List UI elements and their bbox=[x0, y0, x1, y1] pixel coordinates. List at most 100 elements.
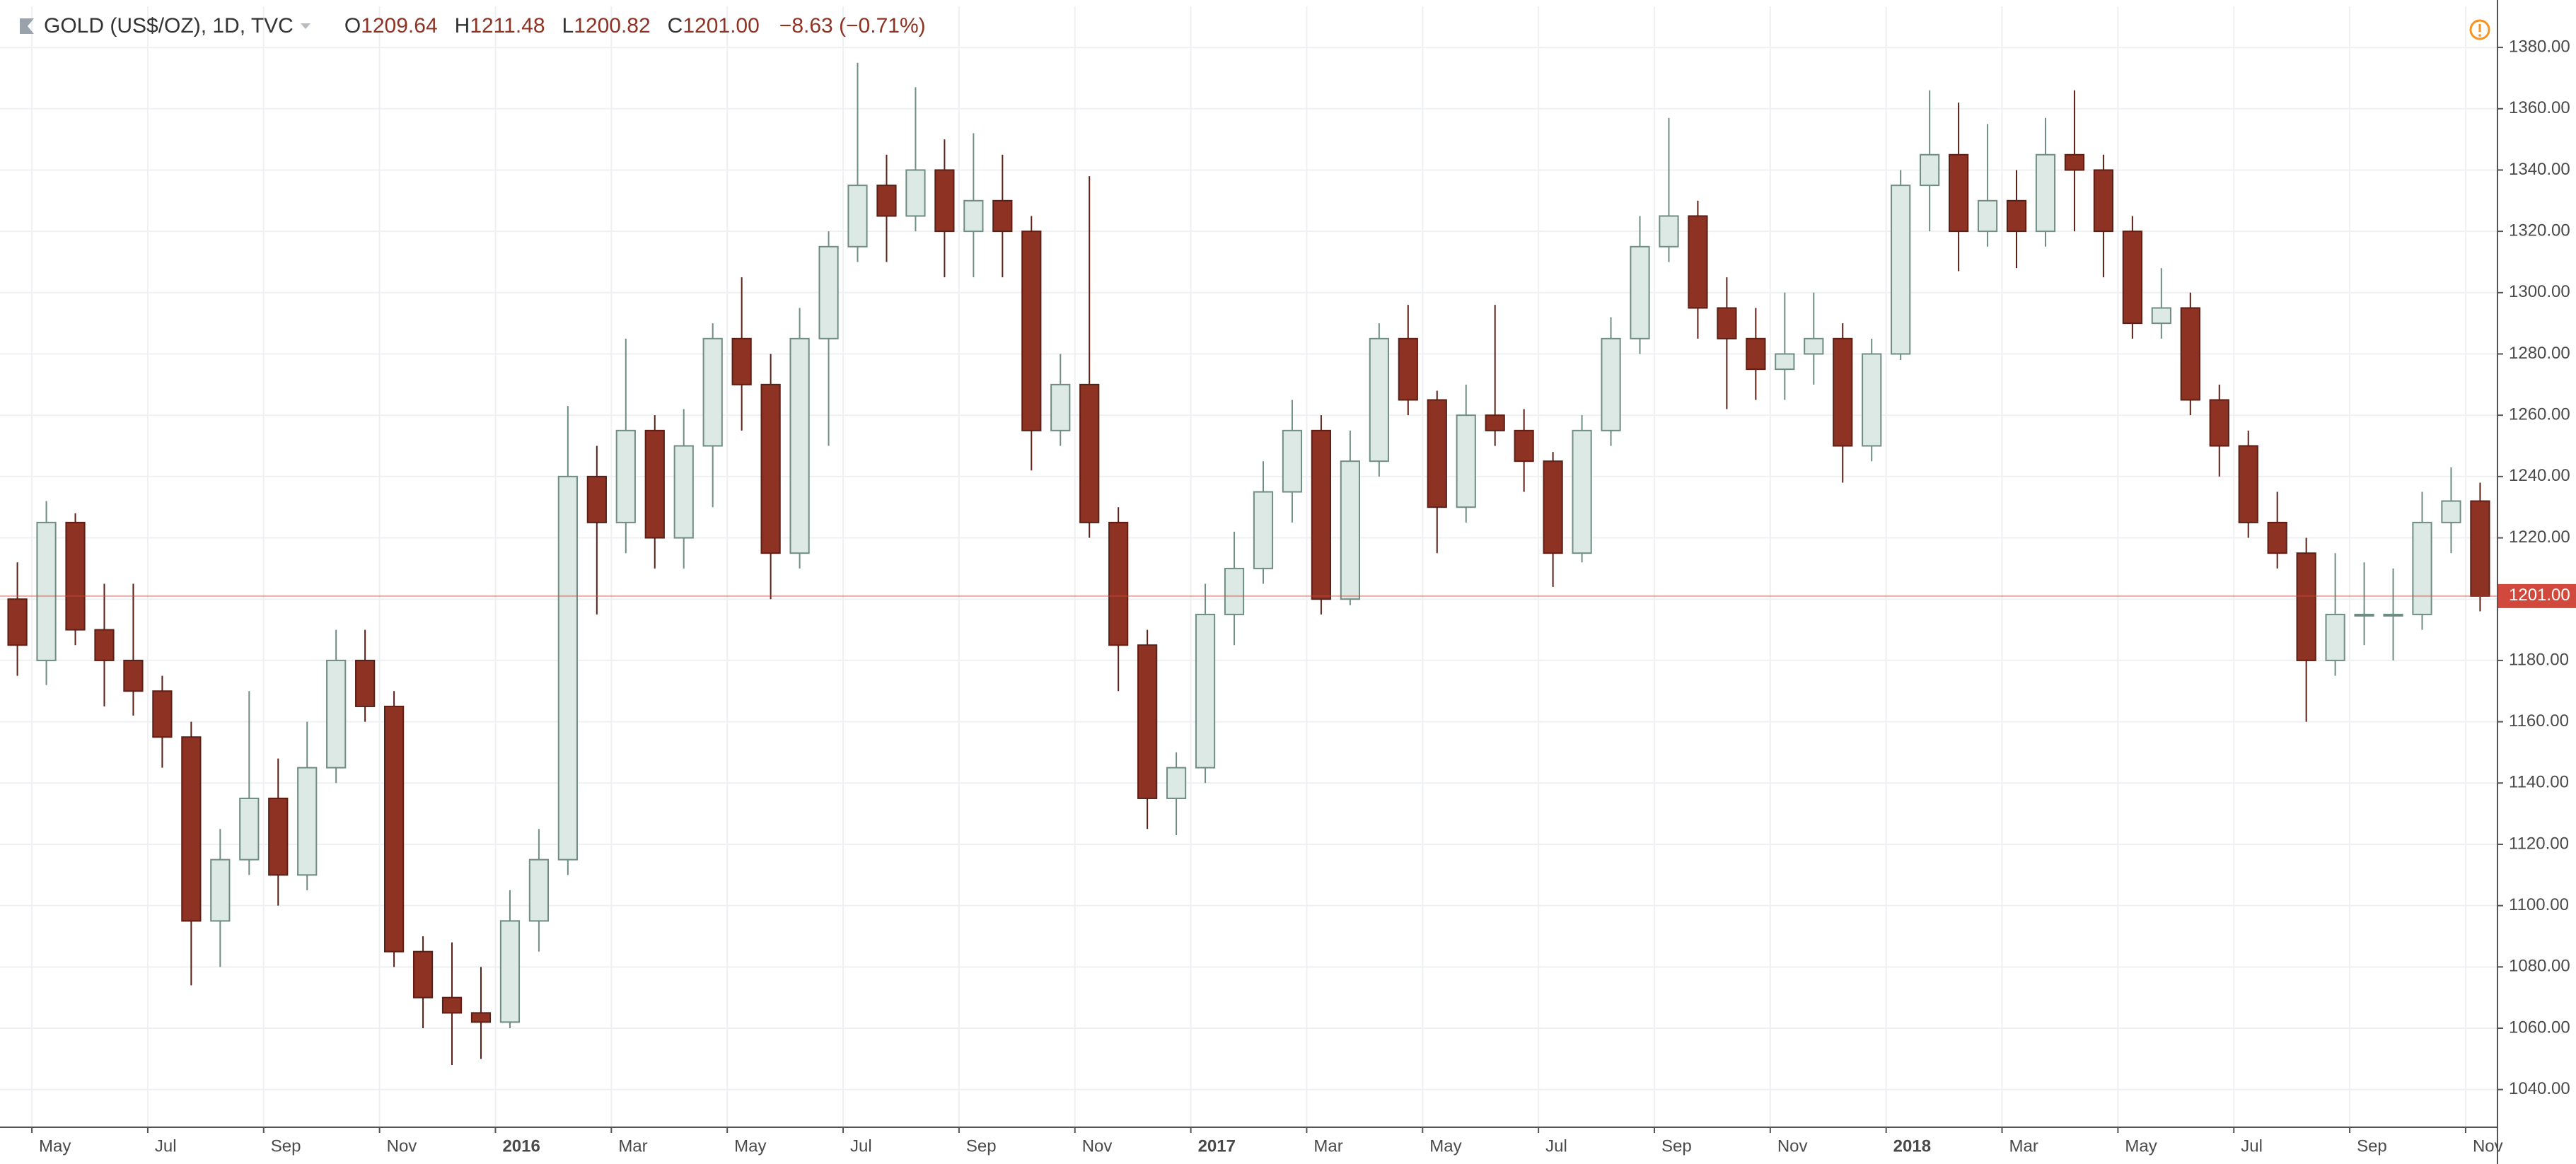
candle-body bbox=[1862, 353, 1882, 447]
candle-body bbox=[152, 690, 173, 738]
y-tick-label: 1300.00 bbox=[2509, 282, 2570, 301]
candle-body bbox=[2151, 307, 2171, 325]
y-tick-label: 1320.00 bbox=[2509, 221, 2570, 240]
y-tick-label: 1260.00 bbox=[2509, 405, 2570, 424]
candle-body bbox=[2238, 445, 2258, 523]
x-tick-label: Jul bbox=[155, 1136, 177, 1156]
legend-value: 1200.82 bbox=[574, 14, 651, 37]
x-tick-label: 2018 bbox=[1893, 1136, 1931, 1156]
candle-body bbox=[992, 199, 1013, 233]
candle-body bbox=[210, 859, 231, 922]
candle-body bbox=[1253, 491, 1274, 569]
candle-body bbox=[1977, 199, 1998, 233]
x-tick-label: Nov bbox=[387, 1136, 417, 1156]
x-tick-label: Sep bbox=[966, 1136, 997, 1156]
candle-body bbox=[355, 659, 376, 707]
y-tick-label: 1160.00 bbox=[2509, 711, 2569, 731]
candle-body bbox=[1717, 307, 1737, 339]
x-tick-label: May bbox=[2125, 1136, 2157, 1156]
candle-body bbox=[1891, 185, 1911, 355]
y-tick-label: 1380.00 bbox=[2509, 37, 2570, 56]
candle-body bbox=[1340, 460, 1360, 600]
candle-body bbox=[239, 797, 260, 861]
candle-body bbox=[297, 767, 318, 876]
header: GOLD (US$/OZ), 1D, TVC O 1209.64 H 1211.48… bbox=[20, 14, 926, 38]
candle-body bbox=[181, 736, 202, 922]
symbol[interactable]: GOLD (US$/OZ), 1D, TVC bbox=[44, 14, 294, 37]
candle-body bbox=[1050, 383, 1071, 431]
x-tick-label: May bbox=[734, 1136, 766, 1156]
legend-key: O bbox=[344, 14, 361, 37]
candle-body bbox=[2209, 399, 2229, 447]
candle-body bbox=[1630, 245, 1650, 339]
candle-body bbox=[905, 169, 926, 217]
candle-body bbox=[1369, 337, 1389, 462]
candle-body bbox=[441, 996, 463, 1014]
alert-icon[interactable] bbox=[2469, 19, 2490, 40]
symbol-caret[interactable] bbox=[300, 23, 311, 29]
candle-body bbox=[2180, 307, 2200, 401]
x-tick-label: Jul bbox=[850, 1136, 872, 1156]
x-tick-label: Nov bbox=[1777, 1136, 1808, 1156]
x-tick-label: Jul bbox=[1545, 1136, 1567, 1156]
candle-body bbox=[2296, 552, 2316, 661]
symbol-flag bbox=[20, 18, 34, 34]
candle-body bbox=[1311, 429, 1332, 600]
candle-body bbox=[586, 475, 607, 523]
y-tick-label: 1180.00 bbox=[2509, 650, 2569, 669]
x-tick-label: Mar bbox=[1313, 1136, 1342, 1156]
candle-body bbox=[1021, 231, 1042, 431]
candle-body bbox=[1195, 613, 1216, 769]
candle-body bbox=[412, 950, 434, 999]
candle-body bbox=[2325, 613, 2345, 661]
candle-body bbox=[1688, 215, 1708, 309]
candle-body bbox=[557, 475, 578, 861]
candle-body bbox=[1166, 767, 1187, 799]
candle-body bbox=[123, 659, 144, 692]
candle-body bbox=[1137, 644, 1158, 799]
x-tick-label: Jul bbox=[2241, 1136, 2263, 1156]
y-tick-label: 1280.00 bbox=[2509, 344, 2570, 363]
legend-key: H bbox=[454, 14, 470, 37]
candle-body bbox=[673, 445, 694, 539]
legend-value: 1211.48 bbox=[470, 14, 545, 37]
candle-body bbox=[499, 920, 521, 1023]
candle-body bbox=[1079, 383, 1100, 523]
candle-body bbox=[731, 337, 752, 385]
candle-body bbox=[2093, 169, 2114, 233]
legend-value: 1209.64 bbox=[361, 14, 438, 37]
y-tick-label: 1220.00 bbox=[2509, 528, 2570, 547]
candle-body bbox=[2470, 500, 2490, 597]
x-tick-label: 2017 bbox=[1198, 1136, 1236, 1156]
candle-body bbox=[1514, 429, 1534, 462]
candle-body bbox=[760, 383, 781, 554]
candle-body bbox=[1775, 353, 1795, 371]
candle-body bbox=[1398, 337, 1418, 401]
candle-body bbox=[876, 185, 897, 217]
candle-body bbox=[528, 859, 550, 922]
candle-body bbox=[2064, 153, 2085, 171]
candle-body bbox=[1920, 153, 1940, 187]
candle-body bbox=[1224, 567, 1245, 615]
legend-value: 1201.00 bbox=[683, 14, 760, 37]
candle-body bbox=[2383, 613, 2403, 617]
candle-body bbox=[818, 245, 839, 339]
candle-body bbox=[94, 629, 115, 661]
candle-body bbox=[7, 598, 28, 646]
candle-body bbox=[702, 337, 723, 447]
x-tick-label: Nov bbox=[1082, 1136, 1113, 1156]
x-tick-label: Sep bbox=[2357, 1136, 2387, 1156]
candle-body bbox=[65, 521, 86, 631]
candle-body bbox=[1572, 429, 1592, 554]
legend-key: L bbox=[562, 14, 574, 37]
candle-body bbox=[1456, 414, 1476, 508]
candle-body bbox=[1601, 337, 1621, 431]
candle-body bbox=[1108, 521, 1129, 646]
x-tick-label: Sep bbox=[1661, 1136, 1692, 1156]
x-tick-label: Nov bbox=[2473, 1136, 2503, 1156]
y-tick-label: 1340.00 bbox=[2509, 160, 2570, 179]
candle-body bbox=[383, 705, 405, 953]
x-tick-label: Mar bbox=[2009, 1136, 2038, 1156]
